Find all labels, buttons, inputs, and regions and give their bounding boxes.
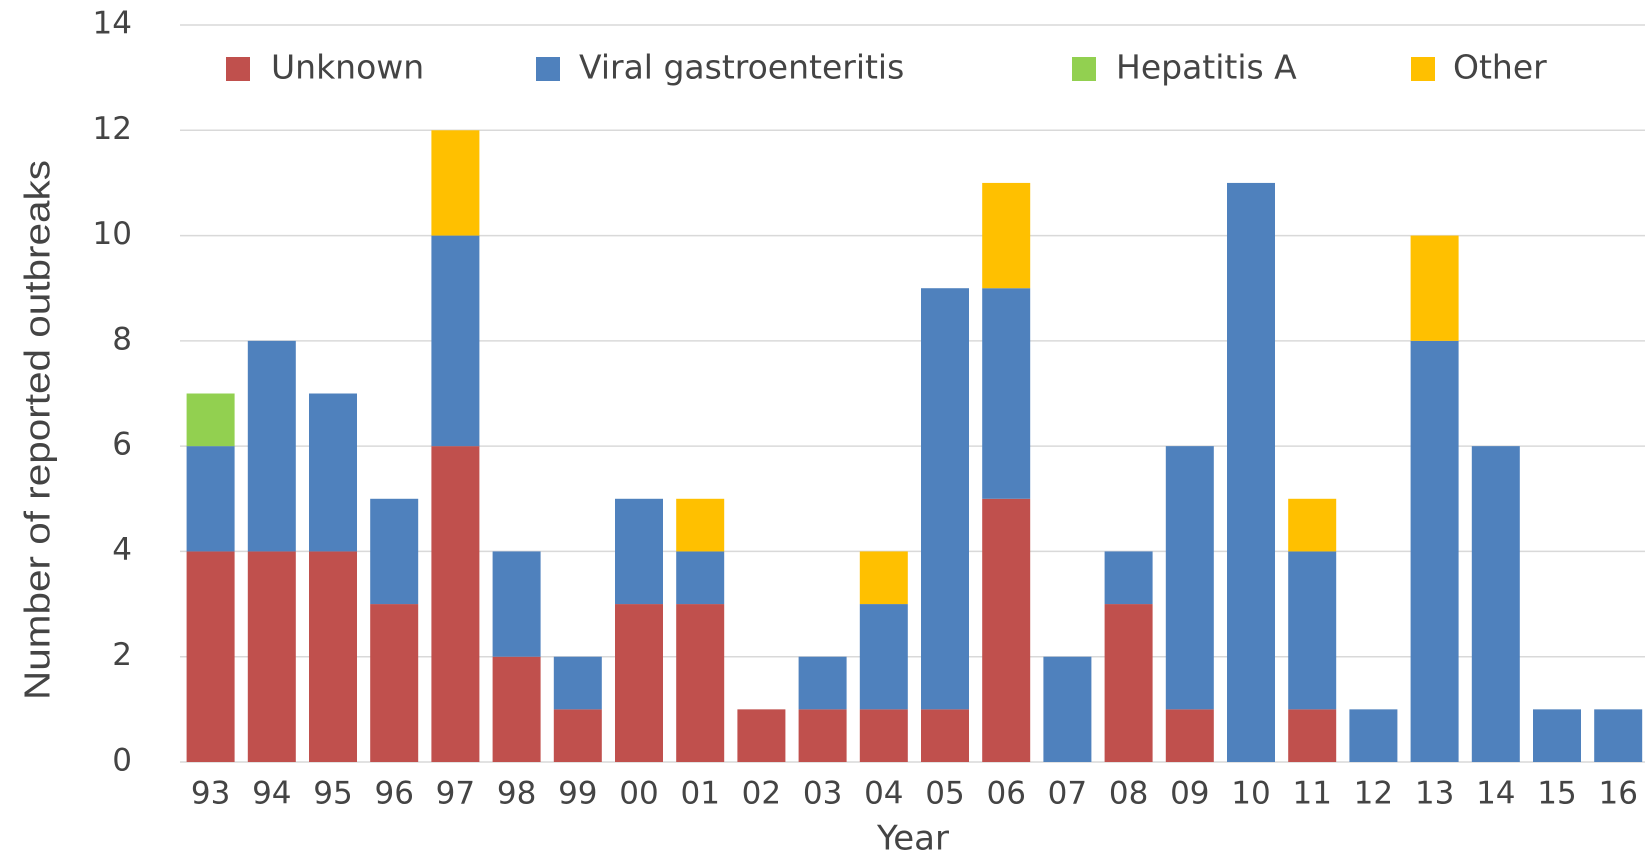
bar-segment [186, 551, 235, 762]
x-tick-label: 98 [497, 776, 536, 812]
bar-segment [309, 551, 357, 762]
x-tick-label: 05 [925, 776, 964, 812]
y-tick-label: 10 [93, 216, 132, 252]
x-tick-label: 13 [1415, 776, 1454, 812]
x-tick-label: 15 [1537, 776, 1576, 812]
bar-segment [921, 288, 969, 710]
bar-segment [676, 498, 725, 552]
bar-segment [1349, 709, 1398, 762]
x-tick-label: 94 [252, 776, 291, 812]
x-tick-label: 14 [1476, 776, 1515, 812]
bar-segment [186, 393, 235, 447]
y-tick-label: 6 [112, 427, 132, 463]
legend-label: Other [1453, 48, 1547, 87]
bar-segment [1288, 551, 1337, 710]
legend-swatch [1072, 57, 1096, 81]
bar-segment [921, 709, 969, 762]
x-tick-label: 06 [986, 776, 1025, 812]
bar-segment [1165, 709, 1214, 762]
bar-segment [1227, 182, 1275, 762]
x-tick-label: 16 [1598, 776, 1637, 812]
bar-segment [982, 182, 1031, 289]
x-tick-label: 97 [436, 776, 475, 812]
x-tick-label: 09 [1170, 776, 1209, 812]
legend-label: Hepatitis A [1116, 48, 1297, 87]
bar-segment [676, 604, 725, 762]
x-tick-label: 04 [864, 776, 903, 812]
bar-segment [982, 498, 1031, 762]
x-tick-label: 03 [803, 776, 842, 812]
y-tick-label: 2 [112, 637, 132, 673]
y-tick-label: 8 [112, 321, 132, 357]
y-axis-label: Number of reported outbreaks [17, 160, 58, 700]
x-tick-label: 12 [1354, 776, 1393, 812]
bar-segment [859, 604, 908, 710]
x-axis-label: Year [876, 819, 949, 859]
x-tick-label: 10 [1231, 776, 1270, 812]
bar-segment [1594, 709, 1643, 762]
bar-segment [370, 604, 419, 762]
bar-segment [982, 288, 1031, 499]
bar-segment [615, 604, 663, 762]
y-tick-label: 4 [112, 532, 132, 568]
y-tick-label: 0 [112, 743, 132, 779]
bar-segment [492, 656, 541, 762]
bar-segment [553, 656, 602, 710]
bar-segment [431, 235, 480, 447]
bar-segment [431, 446, 480, 762]
x-tick-label: 99 [558, 776, 597, 812]
bar-segment [859, 551, 908, 605]
x-tick-label: 95 [313, 776, 352, 812]
bar-segment [1288, 498, 1337, 552]
x-tick-label: 01 [680, 776, 719, 812]
y-tick-label: 12 [93, 111, 132, 147]
bar-segment [737, 709, 786, 762]
legend-swatch [1411, 57, 1435, 81]
bar-segment [431, 130, 480, 236]
bar-segment [859, 709, 908, 762]
bar-segment [247, 340, 296, 552]
bar-segment [492, 551, 541, 657]
legend-swatch [226, 57, 250, 81]
bar-segment [1533, 709, 1581, 762]
legend-label: Viral gastroenteritis [579, 48, 904, 87]
x-tick-label: 11 [1292, 776, 1331, 812]
y-tick-label: 14 [93, 6, 132, 42]
bar-segment [798, 709, 847, 762]
x-tick-label: 93 [191, 776, 230, 812]
x-tick-label: 08 [1109, 776, 1148, 812]
legend-label: Unknown [271, 48, 424, 87]
x-tick-label: 07 [1048, 776, 1087, 812]
bar-segment [1410, 235, 1459, 341]
bar-segment [1410, 340, 1459, 762]
bar-segment [1104, 604, 1153, 762]
bar-segment [798, 656, 847, 710]
bar-segment [247, 551, 296, 762]
bar-segment [1043, 656, 1092, 762]
bar-segment [676, 551, 725, 605]
x-tick-label: 96 [374, 776, 413, 812]
bar-segment [1165, 446, 1214, 710]
bar-segment [186, 446, 235, 552]
x-tick-label: 00 [619, 776, 658, 812]
legend-swatch [536, 57, 560, 81]
bar-segment [1471, 446, 1520, 762]
x-tick-label: 02 [742, 776, 781, 812]
bar-segment [370, 498, 419, 605]
bar-segment [309, 393, 357, 552]
bar-segment [1104, 551, 1153, 605]
bar-segment [553, 709, 602, 762]
bar-segment [1288, 709, 1337, 762]
bar-segment [615, 498, 663, 605]
